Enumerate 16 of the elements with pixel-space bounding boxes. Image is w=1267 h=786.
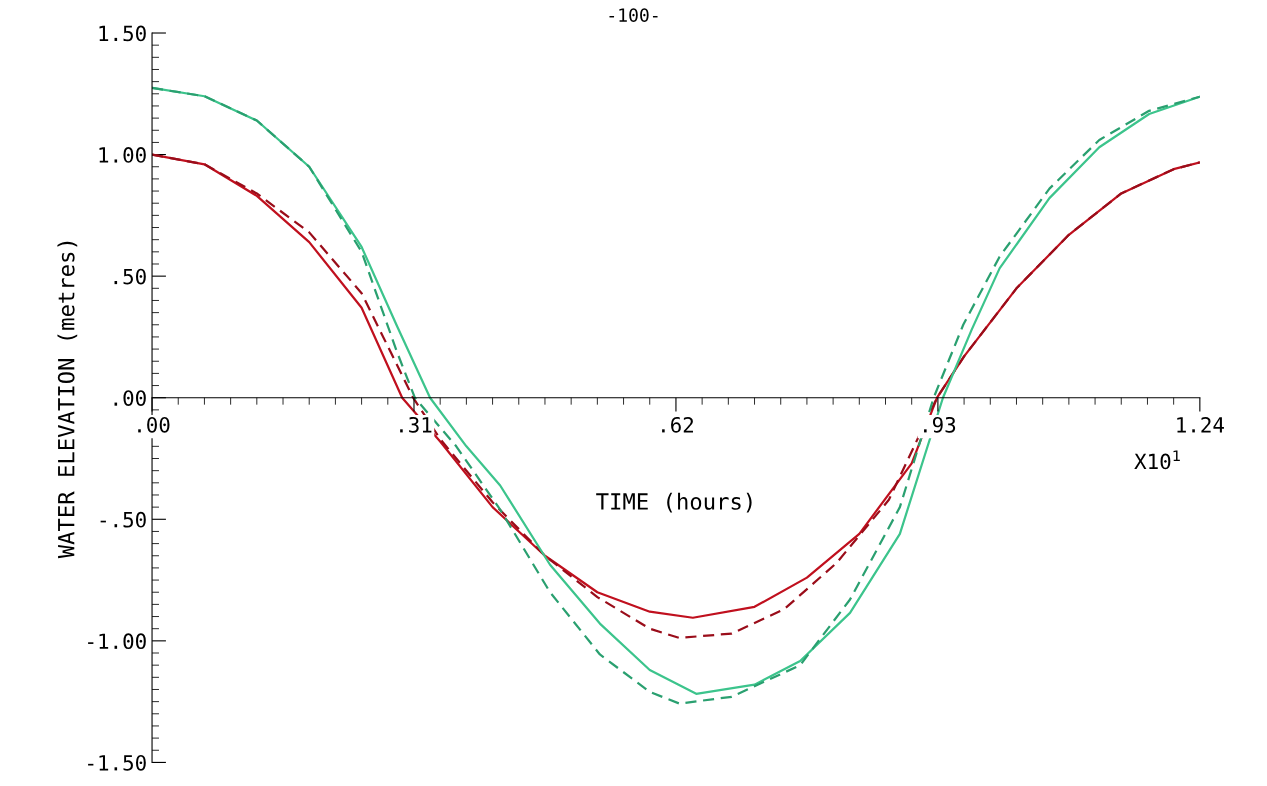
x-tick-label: .31 bbox=[400, 416, 432, 433]
y-tick-label: .00 bbox=[114, 390, 146, 406]
y-tick-label: 1.50 bbox=[99, 25, 146, 42]
annotation: X10$^{1}$ bbox=[1134, 450, 1180, 470]
y-tick-label: 1.00 bbox=[99, 147, 146, 163]
x-axis-title: TIME (hours) bbox=[596, 492, 752, 513]
x-tick-label: .93 bbox=[924, 416, 956, 433]
y-axis-title: WATER ELEVATION (metres) bbox=[57, 241, 78, 559]
y-tick-label: -1.00 bbox=[88, 633, 146, 650]
x-tick-label: .00 bbox=[138, 416, 170, 433]
y-tick-label: -.50 bbox=[100, 511, 146, 528]
x-tick-label: .62 bbox=[662, 416, 693, 433]
y-tick-label: -1.50 bbox=[88, 754, 146, 771]
y-tick-label: .50 bbox=[114, 268, 146, 285]
text: -100- bbox=[609, 8, 658, 22]
x-tick-label: 1.24 bbox=[1177, 416, 1224, 433]
